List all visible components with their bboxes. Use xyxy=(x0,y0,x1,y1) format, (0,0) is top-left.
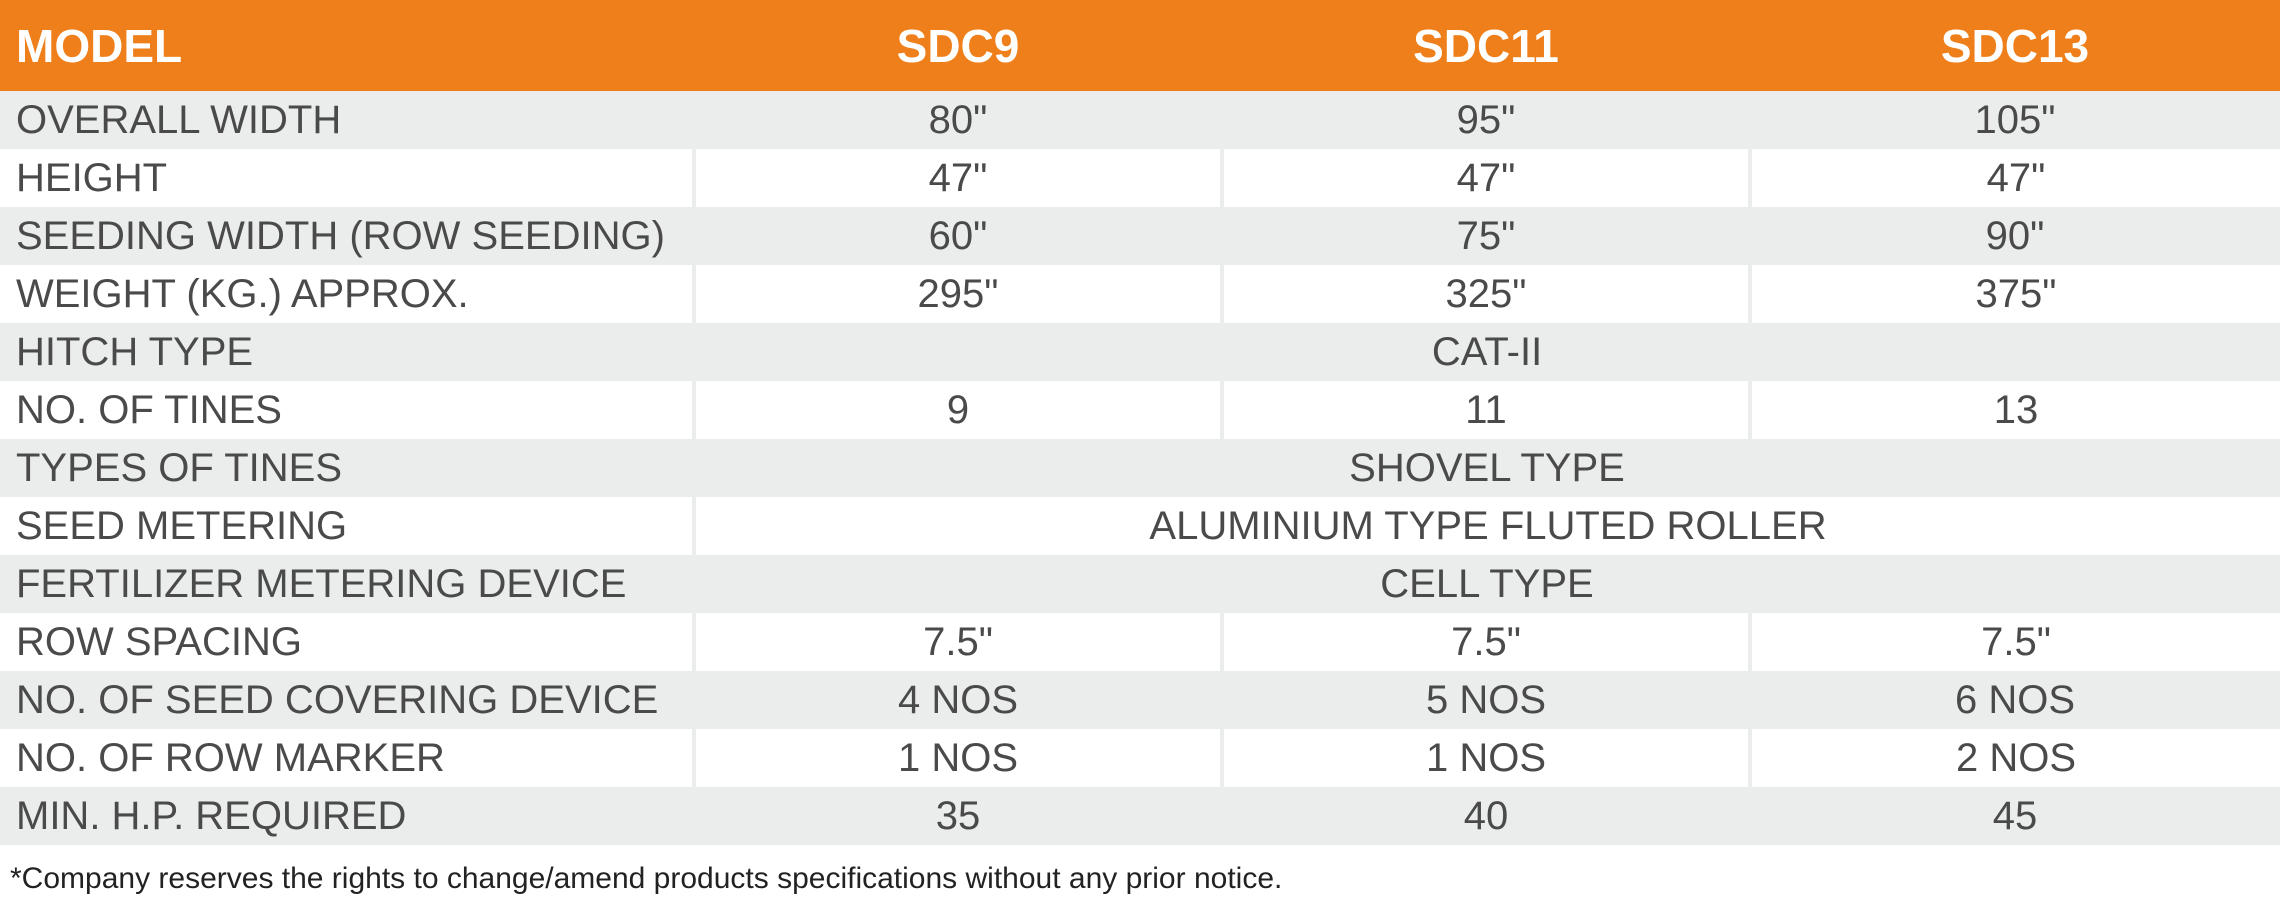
table-row-row-spacing: ROW SPACING 7.5" 7.5" 7.5" xyxy=(0,613,2280,671)
header-row: MODEL SDC9 SDC11 SDC13 xyxy=(0,0,2280,91)
cell-value: 11 xyxy=(1220,381,1750,439)
row-label: OVERALL WIDTH xyxy=(16,97,342,142)
header-model-sdc9: SDC9 xyxy=(896,19,1020,72)
row-label: NO. OF TINES xyxy=(16,387,282,432)
cell-merged-value: ALUMINIUM TYPE FLUTED ROLLER xyxy=(692,497,2280,555)
row-label: WEIGHT (KG.) APPROX. xyxy=(16,271,469,316)
cell-value: 2 NOS xyxy=(1748,729,2280,787)
header-model-sdc11: SDC11 xyxy=(1413,19,1559,72)
table-row-row-marker: NO. OF ROW MARKER 1 NOS 1 NOS 2 NOS xyxy=(0,729,2280,787)
row-label: TYPES OF TINES xyxy=(16,445,342,490)
cell-value: 105" xyxy=(1974,97,2056,142)
cell-value: 40 xyxy=(1463,793,1509,838)
row-label: NO. OF ROW MARKER xyxy=(16,735,445,780)
cell-value: 47" xyxy=(692,149,1222,207)
table-header: MODEL SDC9 SDC11 SDC13 xyxy=(0,0,2280,91)
cell-merged-value: CELL TYPE xyxy=(1380,561,1594,606)
row-label: HITCH TYPE xyxy=(16,329,254,374)
row-label: SEEDING WIDTH (ROW SEEDING) xyxy=(16,213,665,258)
row-label: ROW SPACING xyxy=(16,619,302,664)
header-model-sdc13: SDC13 xyxy=(1940,19,2090,72)
table-row-weight: WEIGHT (KG.) APPROX. 295" 325" 375" xyxy=(0,265,2280,323)
row-label: NO. OF SEED COVERING DEVICE xyxy=(16,677,659,722)
table-body: OVERALL WIDTH 80" 95" 105" HEIGHT 47" 47… xyxy=(0,91,2280,845)
cell-value: 80" xyxy=(928,97,988,142)
table-row-hitch-type: HITCH TYPE CAT-II xyxy=(0,323,2280,381)
disclaimer-footnote: *Company reserves the rights to change/a… xyxy=(10,862,1283,895)
cell-value: 5 NOS xyxy=(1425,677,1547,722)
table-row-fertilizer-metering: FERTILIZER METERING DEVICE CELL TYPE xyxy=(0,555,2280,613)
cell-value: 47" xyxy=(1748,149,2280,207)
table-row-height: HEIGHT 47" 47" 47" xyxy=(0,149,2280,207)
table-row-min-hp: MIN. H.P. REQUIRED 35 40 45 xyxy=(0,787,2280,845)
cell-value: 1 NOS xyxy=(1220,729,1750,787)
cell-value: 13 xyxy=(1748,381,2280,439)
cell-value: 7.5" xyxy=(1220,613,1750,671)
specification-table: MODEL SDC9 SDC11 SDC13 OVERALL WIDTH 80"… xyxy=(0,0,2280,845)
row-label: FERTILIZER METERING DEVICE xyxy=(16,561,627,606)
table-row-overall-width: OVERALL WIDTH 80" 95" 105" xyxy=(0,91,2280,149)
cell-value: 6 NOS xyxy=(1954,677,2076,722)
row-label: MIN. H.P. REQUIRED xyxy=(16,793,407,838)
cell-value: 95" xyxy=(1456,97,1516,142)
cell-value: 9 xyxy=(692,381,1222,439)
cell-value: 1 NOS xyxy=(692,729,1222,787)
cell-merged-value: SHOVEL TYPE xyxy=(1349,445,1625,490)
row-label: HEIGHT xyxy=(16,155,168,200)
header-model-label: MODEL xyxy=(16,19,183,72)
cell-value: 7.5" xyxy=(692,613,1222,671)
cell-value: 90" xyxy=(1985,213,2045,258)
table-row-seed-metering: SEED METERING ALUMINIUM TYPE FLUTED ROLL… xyxy=(0,497,2280,555)
row-label: SEED METERING xyxy=(16,503,348,548)
cell-value: 47" xyxy=(1220,149,1750,207)
table-row-types-of-tines: TYPES OF TINES SHOVEL TYPE xyxy=(0,439,2280,497)
cell-value: 375" xyxy=(1748,265,2280,323)
cell-value: 60" xyxy=(928,213,988,258)
cell-value: 325" xyxy=(1220,265,1750,323)
cell-value: 45 xyxy=(1992,793,2038,838)
cell-value: 4 NOS xyxy=(897,677,1019,722)
cell-value: 295" xyxy=(692,265,1222,323)
cell-merged-value: CAT-II xyxy=(1431,329,1543,374)
table-row-no-of-tines: NO. OF TINES 9 11 13 xyxy=(0,381,2280,439)
cell-value: 75" xyxy=(1456,213,1516,258)
table-row-seed-covering-device: NO. OF SEED COVERING DEVICE 4 NOS 5 NOS … xyxy=(0,671,2280,729)
cell-value: 35 xyxy=(935,793,981,838)
table-row-seeding-width: SEEDING WIDTH (ROW SEEDING) 60" 75" 90" xyxy=(0,207,2280,265)
cell-value: 7.5" xyxy=(1748,613,2280,671)
